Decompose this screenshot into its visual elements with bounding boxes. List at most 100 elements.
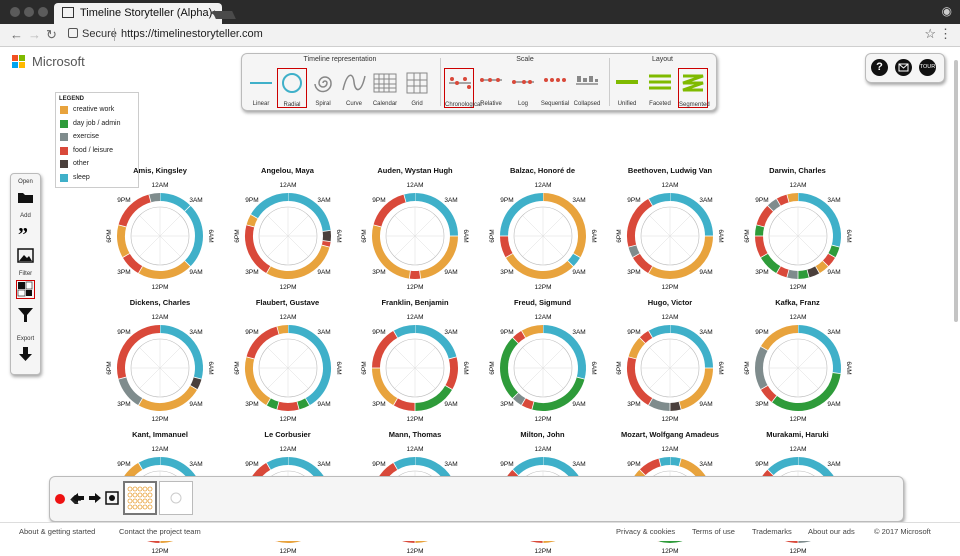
browser-menu-icon[interactable]: ⋮ xyxy=(939,26,952,42)
hour-label-bottom: 12PM xyxy=(662,284,679,291)
scene-thumbnail-1[interactable] xyxy=(123,481,157,515)
hour-label-bottom: 12PM xyxy=(789,416,806,423)
hour-label-left: 6PM xyxy=(361,229,368,242)
chronological-button-label: Chronological xyxy=(445,102,473,108)
faceted-button[interactable]: Faceted xyxy=(645,68,675,108)
tour-button[interactable]: TOUR xyxy=(919,59,936,76)
page-scrollbar[interactable] xyxy=(954,60,958,322)
hour-label-top: 12AM xyxy=(662,446,679,453)
hour-label-top: 12AM xyxy=(407,314,424,321)
legend-swatch xyxy=(60,147,68,155)
spiral-button[interactable]: Spiral xyxy=(308,68,338,108)
hour-spoke xyxy=(415,347,436,368)
relative-icon xyxy=(478,70,504,96)
scene-thumbnail-2[interactable] xyxy=(159,481,193,515)
hour-label-tl: 9PM xyxy=(627,329,640,336)
hour-label-top: 12AM xyxy=(534,314,551,321)
thumbnail-dot xyxy=(128,493,132,497)
legend-swatch xyxy=(60,174,68,182)
hour-spoke xyxy=(160,368,181,389)
hour-label-bl: 3PM xyxy=(627,401,640,408)
previous-scene-button[interactable] xyxy=(71,491,85,505)
spiral-icon xyxy=(310,70,336,96)
log-button[interactable]: Log xyxy=(508,68,538,108)
segmented-button[interactable]: Segmented xyxy=(678,68,708,108)
hour-spoke xyxy=(670,236,691,257)
curve-button[interactable]: Curve xyxy=(339,68,369,108)
filter-category-button[interactable] xyxy=(16,280,35,299)
activity-segment-creative xyxy=(632,340,642,357)
window-maximize-button[interactable] xyxy=(38,7,48,17)
filter-funnel-button[interactable] xyxy=(16,305,35,324)
activity-segment-food xyxy=(504,236,509,256)
footer: About & getting started Contact the proj… xyxy=(0,522,960,541)
radial-button[interactable]: Radial xyxy=(277,68,307,108)
activity-segment-food xyxy=(325,241,326,246)
email-button[interactable] xyxy=(895,59,912,76)
collapsed-button[interactable]: Collapsed xyxy=(572,68,602,108)
grid-button[interactable]: Grid xyxy=(402,68,432,108)
window-minimize-button[interactable] xyxy=(24,7,34,17)
export-button[interactable] xyxy=(16,345,35,364)
new-tab-button[interactable] xyxy=(212,11,236,19)
contact-link[interactable]: Contact the project team xyxy=(119,527,201,536)
hour-label-tr: 3AM xyxy=(572,197,585,204)
main-toolbar: Timeline representation Linear Radial Sp… xyxy=(241,53,717,111)
window-close-button[interactable] xyxy=(10,7,20,17)
url-field[interactable]: https://timelinestoryteller.com xyxy=(121,28,263,40)
hour-spoke xyxy=(777,347,798,368)
activity-segment-exercise xyxy=(122,378,140,402)
relative-button[interactable]: Relative xyxy=(476,68,506,108)
activity-segment-creative xyxy=(787,197,797,198)
activity-segment-food xyxy=(631,202,651,246)
left-toolbar: Open Add ” Filter Export xyxy=(10,173,41,375)
privacy-link[interactable]: Privacy & cookies xyxy=(616,527,675,536)
open-folder-button[interactable] xyxy=(16,188,35,207)
hour-label-bl: 3PM xyxy=(245,269,258,276)
bookmark-star-icon[interactable]: ☆ xyxy=(924,26,936,42)
add-image-button[interactable] xyxy=(16,246,35,265)
activity-segment-food xyxy=(778,270,787,274)
grid-icon xyxy=(404,70,430,96)
terms-link[interactable]: Terms of use xyxy=(692,527,735,536)
hour-label-top: 12AM xyxy=(662,182,679,189)
about-link[interactable]: About & getting started xyxy=(19,527,95,536)
help-button[interactable]: ? xyxy=(871,59,888,76)
trademarks-link[interactable]: Trademarks xyxy=(752,527,792,536)
hour-spoke xyxy=(798,347,819,368)
back-arrow-icon[interactable]: ← xyxy=(10,27,23,42)
reload-icon[interactable]: ↻ xyxy=(46,27,57,43)
linear-button[interactable]: Linear xyxy=(246,68,276,108)
relative-button-label: Relative xyxy=(476,101,506,107)
browser-tab[interactable]: Timeline Storyteller (Alpha) × xyxy=(54,3,222,24)
chronological-button[interactable]: Chronological xyxy=(444,68,474,108)
hour-label-bl: 3PM xyxy=(372,401,385,408)
next-scene-button[interactable] xyxy=(88,491,102,505)
calendar-button[interactable]: Calendar xyxy=(370,68,400,108)
gallery-button[interactable] xyxy=(105,491,119,505)
sequential-button[interactable]: Sequential xyxy=(540,68,570,108)
ads-link[interactable]: About our ads xyxy=(808,527,855,536)
add-caption-button[interactable]: ” xyxy=(16,223,35,242)
faceted-icon xyxy=(647,70,673,96)
forward-arrow-icon[interactable]: → xyxy=(28,27,41,42)
hour-label-tr: 3AM xyxy=(827,461,840,468)
toolbar-divider xyxy=(609,58,610,106)
activity-segment-sleep xyxy=(543,329,582,378)
unified-button[interactable]: Unified xyxy=(612,68,642,108)
activity-segment-creative xyxy=(141,264,188,275)
record-button[interactable] xyxy=(55,494,65,504)
